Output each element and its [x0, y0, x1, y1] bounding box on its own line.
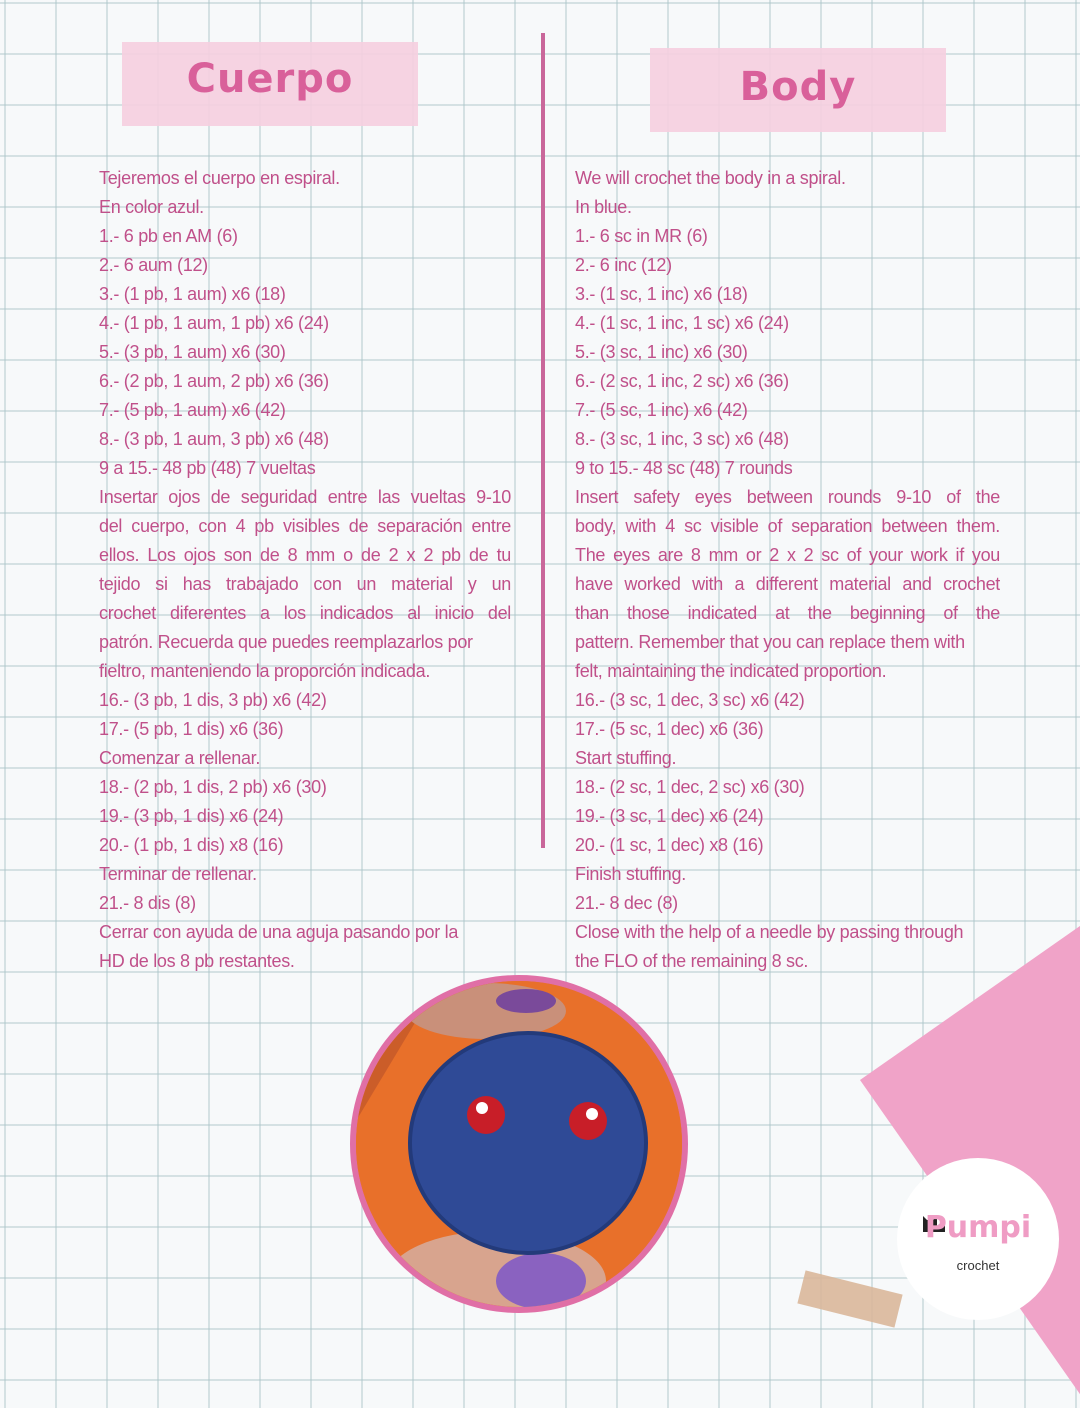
instruction-line: 5.- (3 sc, 1 inc) x6 (30)	[575, 342, 748, 362]
instruction-line: 1.- 6 sc in MR (6)	[575, 226, 708, 246]
instruction-line: 8.- (3 sc, 1 inc, 3 sc) x6 (48)	[575, 429, 789, 449]
instruction-line: 18.- (2 sc, 1 dec, 2 sc) x6 (30)	[575, 777, 805, 797]
instruction-line: We will crochet the body in a spiral.	[575, 168, 846, 188]
instruction-line: 16.- (3 pb, 1 dis, 3 pb) x6 (42)	[99, 690, 327, 710]
instruction-line: 6.- (2 pb, 1 aum, 2 pb) x6 (36)	[99, 371, 329, 391]
title-body: Body	[739, 64, 857, 110]
instruction-line: tejido si has trabajado con un material …	[99, 574, 511, 594]
logo-word: Pumpi	[924, 1210, 1032, 1245]
instruction-line: 2.- 6 aum (12)	[99, 255, 208, 275]
column-divider	[541, 33, 545, 848]
instruction-line: 17.- (5 pb, 1 dis) x6 (36)	[99, 719, 284, 739]
instruction-line: 4.- (1 sc, 1 inc, 1 sc) x6 (24)	[575, 313, 789, 333]
instruction-line: 2.- 6 inc (12)	[575, 255, 672, 275]
instruction-line: 17.- (5 sc, 1 dec) x6 (36)	[575, 719, 764, 739]
instruction-line: 6.- (2 sc, 1 inc, 2 sc) x6 (36)	[575, 371, 789, 391]
instruction-line: Insertar ojos de seguridad entre las vue…	[99, 487, 511, 507]
instruction-line: ellos. Los ojos son de 8 mm o de 2 x 2 p…	[99, 545, 511, 565]
instruction-line: 7.- (5 sc, 1 inc) x6 (42)	[575, 400, 748, 420]
instruction-line: patrón. Recuerda que puedes reemplazarlo…	[99, 632, 473, 652]
title-tape-right	[650, 48, 946, 132]
instruction-line: HD de los 8 pb restantes.	[99, 951, 295, 971]
instruction-line: Comenzar a rellenar.	[99, 748, 261, 768]
instruction-line: body, with 4 sc visible of separation be…	[575, 516, 1000, 536]
instruction-line: 20.- (1 pb, 1 dis) x8 (16)	[99, 835, 284, 855]
instruction-line: 21.- 8 dec (8)	[575, 893, 678, 913]
instruction-line: 1.- 6 pb en AM (6)	[99, 226, 238, 246]
instruction-line: 7.- (5 pb, 1 aum) x6 (42)	[99, 400, 286, 420]
instruction-line: 16.- (3 sc, 1 dec, 3 sc) x6 (42)	[575, 690, 805, 710]
pumpi-crochet-logo: Pumpi crochet	[897, 1158, 1059, 1320]
instruction-line: 3.- (1 pb, 1 aum) x6 (18)	[99, 284, 286, 304]
title-cuerpo: Cuerpo	[186, 56, 354, 102]
instruction-line: have worked with a different material an…	[575, 574, 1000, 594]
crochet-ball-image	[356, 981, 682, 1307]
instruction-line: felt, maintaining the indicated proporti…	[575, 661, 887, 681]
instruction-line: 3.- (1 sc, 1 inc) x6 (18)	[575, 284, 748, 304]
instruction-line: fieltro, manteniendo la proporción indic…	[99, 661, 431, 681]
instruction-line: crochet diferentes a los indicados al in…	[99, 603, 511, 623]
instruction-line: Terminar de rellenar.	[99, 864, 257, 884]
instruction-line: 9 a 15.- 48 pb (48) 7 vueltas	[99, 458, 316, 478]
english-instructions: We will crochet the body in a spiral. In …	[575, 164, 1000, 976]
logo-sub: crochet	[956, 1258, 1000, 1273]
spanish-instructions: Tejeremos el cuerpo en espiral. En color …	[99, 164, 511, 976]
instruction-line: 4.- (1 pb, 1 aum, 1 pb) x6 (24)	[99, 313, 329, 333]
instruction-line: 21.- 8 dis (8)	[99, 893, 196, 913]
instruction-line: 9 to 15.- 48 sc (48) 7 rounds	[575, 458, 793, 478]
instruction-line: In blue.	[575, 197, 632, 217]
instruction-line: 5.- (3 pb, 1 aum) x6 (30)	[99, 342, 286, 362]
kraft-tape-decoration	[797, 1270, 903, 1328]
instruction-line: 19.- (3 pb, 1 dis) x6 (24)	[99, 806, 284, 826]
instruction-line: del cuerpo, con 4 pb visibles de separac…	[99, 516, 511, 536]
instruction-line: Cerrar con ayuda de una aguja pasando po…	[99, 922, 459, 942]
instruction-line: pattern. Remember that you can replace t…	[575, 632, 965, 652]
amigurumi-photo	[350, 975, 688, 1313]
instruction-line: 19.- (3 sc, 1 dec) x6 (24)	[575, 806, 764, 826]
instruction-line: En color azul.	[99, 197, 204, 217]
instruction-line: the FLO of the remaining 8 sc.	[575, 951, 809, 971]
instruction-line: Start stuffing.	[575, 748, 677, 768]
instruction-line: Insert safety eyes between rounds 9-10 o…	[575, 487, 1000, 507]
instruction-line: 20.- (1 sc, 1 dec) x8 (16)	[575, 835, 764, 855]
instruction-line: than those indicated at the beginning of…	[575, 603, 1000, 623]
instruction-line: Finish stuffing.	[575, 864, 686, 884]
instruction-line: 8.- (3 pb, 1 aum, 3 pb) x6 (48)	[99, 429, 329, 449]
cat-icon	[923, 1216, 945, 1232]
instruction-line: Close with the help of a needle by passi…	[575, 922, 964, 942]
instruction-line: Tejeremos el cuerpo en espiral.	[99, 168, 340, 188]
title-tape-left	[122, 42, 418, 126]
instruction-line: The eyes are 8 mm or 2 x 2 sc of your wo…	[575, 545, 1000, 565]
instruction-line: 18.- (2 pb, 1 dis, 2 pb) x6 (30)	[99, 777, 327, 797]
